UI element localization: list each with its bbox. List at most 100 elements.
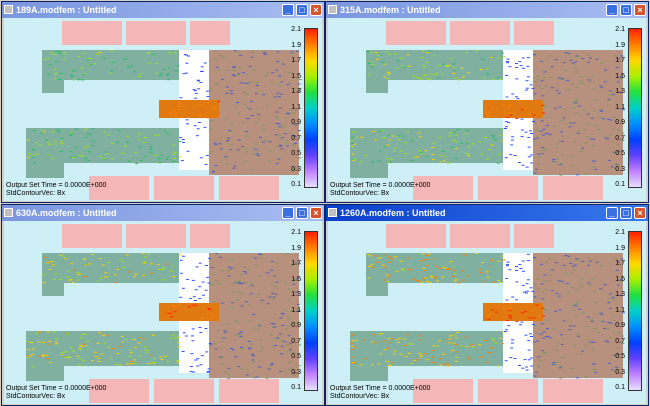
- field-vector: [620, 121, 624, 123]
- close-icon[interactable]: ×: [310, 207, 322, 219]
- field-vector: [590, 117, 594, 119]
- close-icon[interactable]: ×: [634, 4, 646, 16]
- output-set-label: Output Set Time = 0.0000E+000: [330, 385, 431, 392]
- field-vector: [227, 266, 231, 268]
- field-vector: [179, 296, 183, 298]
- field-vector: [490, 144, 494, 146]
- field-vector: [275, 163, 279, 164]
- field-vector: [521, 284, 525, 286]
- field-vector: [579, 353, 583, 355]
- field-vector: [592, 341, 596, 343]
- field-vector: [110, 158, 114, 160]
- field-vector: [52, 331, 56, 333]
- window-titlebar[interactable]: 630A.modfem : Untitled _ □ ×: [2, 205, 324, 221]
- field-vector: [594, 372, 598, 373]
- field-vector: [381, 264, 385, 266]
- field-vector: [381, 61, 385, 63]
- field-vector: [59, 254, 63, 256]
- field-vector: [557, 280, 561, 282]
- field-plot-canvas[interactable]: Output Set Time = 0.0000E+000 StdContourV…: [328, 18, 646, 201]
- field-vector: [521, 57, 525, 59]
- minimize-icon[interactable]: _: [606, 207, 618, 219]
- viewport-window[interactable]: 189A.modfem : Untitled _ □ × Output Set Time…: [1, 1, 325, 203]
- field-vector: [248, 66, 252, 68]
- field-vector: [162, 267, 166, 269]
- field-vector: [387, 338, 391, 340]
- field-vector: [455, 351, 459, 353]
- maximize-icon[interactable]: □: [620, 4, 632, 16]
- field-vector: [252, 314, 256, 316]
- close-icon[interactable]: ×: [310, 4, 322, 16]
- field-vector: [574, 315, 578, 317]
- field-vector: [436, 345, 440, 347]
- viewport-window[interactable]: 315A.modfem : Untitled _ □ × Output Set Time…: [325, 1, 649, 203]
- field-vector: [378, 333, 382, 335]
- field-vector: [144, 346, 148, 348]
- field-vector: [261, 141, 265, 143]
- field-vector: [594, 169, 598, 170]
- field-vector: [498, 154, 502, 156]
- field-vector: [152, 334, 155, 336]
- yoke-lower: [26, 128, 179, 178]
- field-vector: [280, 353, 284, 355]
- field-vector: [228, 130, 232, 132]
- maximize-icon[interactable]: □: [296, 207, 308, 219]
- field-vector: [415, 77, 419, 78]
- field-vector: [177, 117, 181, 119]
- field-vector: [574, 303, 578, 305]
- minimize-icon[interactable]: _: [282, 4, 294, 16]
- field-vector: [545, 133, 549, 135]
- field-vector: [425, 62, 429, 63]
- minimize-icon[interactable]: _: [606, 4, 618, 16]
- field-vector: [295, 291, 299, 293]
- field-vector: [562, 117, 566, 119]
- window-titlebar[interactable]: 1260A.modfem : Untitled _ □ ×: [326, 205, 648, 221]
- field-vector: [58, 53, 62, 55]
- field-plot-canvas[interactable]: Output Set Time = 0.0000E+000 StdContourV…: [4, 18, 322, 201]
- field-vector: [515, 96, 518, 98]
- field-vector: [102, 57, 106, 59]
- field-vector: [544, 149, 548, 151]
- field-vector: [257, 293, 261, 295]
- field-vector: [240, 305, 244, 307]
- field-vector: [552, 328, 556, 330]
- field-plot-canvas[interactable]: Output Set Time = 0.0000E+000 StdContourV…: [328, 221, 646, 404]
- field-vector: [135, 163, 139, 164]
- field-vector: [500, 343, 504, 345]
- field-vector: [564, 52, 568, 54]
- field-vector: [239, 335, 243, 337]
- field-vector: [295, 123, 299, 125]
- field-plot-canvas[interactable]: Output Set Time = 0.0000E+000 StdContourV…: [4, 221, 322, 404]
- viewport-window[interactable]: 1260A.modfem : Untitled _ □ × Output Set Tim…: [325, 204, 649, 406]
- field-vector: [145, 351, 148, 353]
- window-titlebar[interactable]: 189A.modfem : Untitled _ □ ×: [2, 2, 324, 18]
- field-vector: [217, 320, 221, 322]
- field-vector: [156, 264, 160, 266]
- maximize-icon[interactable]: □: [620, 207, 632, 219]
- field-vector: [423, 67, 427, 69]
- field-vector: [533, 257, 536, 259]
- field-vector: [576, 99, 579, 101]
- field-vector: [249, 293, 253, 295]
- field-vector: [240, 283, 244, 284]
- field-vector: [526, 279, 530, 281]
- close-icon[interactable]: ×: [634, 207, 646, 219]
- field-vector: [589, 81, 592, 83]
- window-title: 189A.modfem : Untitled: [16, 5, 117, 15]
- field-vector: [46, 262, 50, 264]
- field-vector: [387, 162, 391, 164]
- field-vector: [578, 105, 581, 107]
- minimize-icon[interactable]: _: [282, 207, 294, 219]
- viewport-window[interactable]: 630A.modfem : Untitled _ □ × Output Set Time…: [1, 204, 325, 406]
- field-vector: [65, 332, 69, 334]
- field-vector: [172, 158, 176, 159]
- field-vector: [234, 356, 238, 358]
- legend-tick-label: 1.3: [615, 291, 625, 298]
- field-vector: [585, 339, 589, 341]
- field-vector: [491, 309, 494, 311]
- window-title: 315A.modfem : Untitled: [340, 5, 441, 15]
- window-titlebar[interactable]: 315A.modfem : Untitled _ □ ×: [326, 2, 648, 18]
- field-vector: [244, 282, 248, 283]
- maximize-icon[interactable]: □: [296, 4, 308, 16]
- field-vector: [379, 150, 383, 152]
